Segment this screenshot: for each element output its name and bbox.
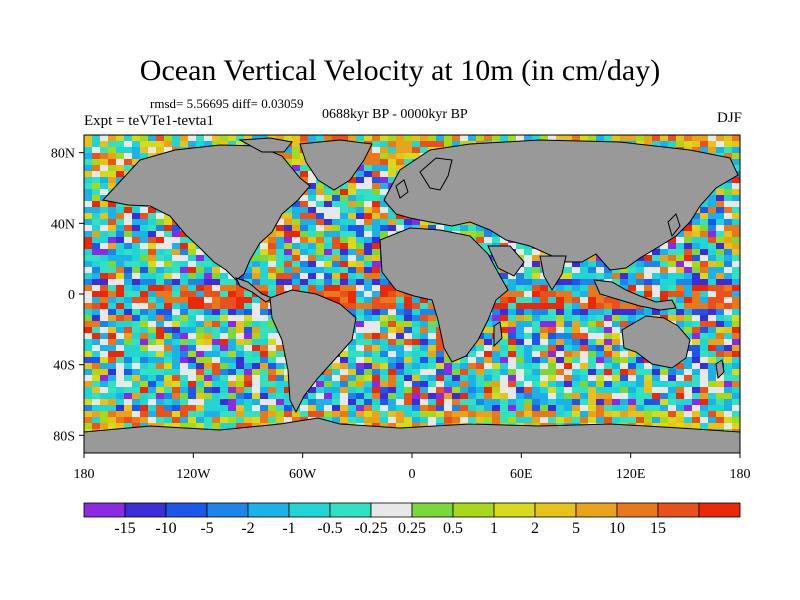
land-scandinavia xyxy=(419,157,453,191)
colorbar-swatch xyxy=(575,502,618,518)
colorbar-label: 15 xyxy=(650,520,666,537)
land-arctic-islands xyxy=(238,137,293,153)
colorbar-swatch xyxy=(616,502,659,518)
colorbar-label: -5 xyxy=(200,520,213,537)
land-north-america xyxy=(102,144,311,281)
land-india xyxy=(539,255,567,291)
y-tick-label: 80N xyxy=(51,147,75,162)
land-maritime-continent xyxy=(593,279,677,311)
land-japan xyxy=(667,213,681,238)
colorbar-label: 0.25 xyxy=(398,520,426,537)
colorbar: -15 -10 -5 -2 -1 -0.5 -0.25 0.25 0.5 1 2 5 10 15 xyxy=(83,502,741,537)
colorbar-swatch xyxy=(493,502,536,518)
colorbar-swatch xyxy=(657,502,700,518)
colorbar-label: 1 xyxy=(490,520,498,537)
axis-ticks: 180 120W 60W 0 60E 120E 180 80N 40N 0 40S 80S xyxy=(51,147,751,482)
land-australia xyxy=(621,315,691,369)
colorbar-swatch xyxy=(452,502,495,518)
x-tick-label: 60E xyxy=(510,467,533,482)
chart-title: Ocean Vertical Velocity at 10m (in cm/da… xyxy=(139,54,661,87)
colorbar-swatch xyxy=(124,502,167,518)
y-tick-label: 40S xyxy=(53,359,75,374)
colorbar-label: 10 xyxy=(609,520,625,537)
land-africa xyxy=(379,227,509,363)
colorbar-swatch xyxy=(83,502,126,518)
x-tick-label: 180 xyxy=(74,467,95,482)
season-label: DJF xyxy=(716,110,742,126)
land-greenland xyxy=(299,139,373,191)
y-tick-label: 40N xyxy=(51,217,75,232)
land-british-isles xyxy=(395,179,409,199)
map-area xyxy=(84,135,740,453)
land-south-america xyxy=(269,289,357,414)
colorbar-swatch xyxy=(370,502,413,518)
y-tick-label: 0 xyxy=(68,288,75,303)
experiment-line: Expt = teVTe1-tevta1 xyxy=(84,113,214,129)
period-line: 0688kyr BP - 0000kyr BP xyxy=(322,107,468,122)
x-tick-label: 120W xyxy=(176,467,211,482)
colorbar-label: -0.5 xyxy=(317,520,342,537)
x-tick-label: 120E xyxy=(616,467,646,482)
colorbar-label: 0.5 xyxy=(443,520,463,537)
colorbar-label: -15 xyxy=(114,520,135,537)
colorbar-swatch xyxy=(288,502,331,518)
stats-line: rmsd= 5.56695 diff= 0.03059 xyxy=(150,96,304,111)
y-tick-label: 80S xyxy=(53,429,75,444)
x-tick-label: 0 xyxy=(409,467,416,482)
land-arabia xyxy=(487,245,525,277)
colorbar-swatch xyxy=(247,502,290,518)
colorbar-label: 2 xyxy=(531,520,539,537)
colorbar-label: -10 xyxy=(155,520,176,537)
land-central-america xyxy=(235,277,274,303)
x-tick-label: 180 xyxy=(730,467,751,482)
x-tick-label: 60W xyxy=(289,467,317,482)
colorbar-swatch xyxy=(206,502,249,518)
land-masses xyxy=(84,137,740,453)
colorbar-swatch xyxy=(329,502,372,518)
colorbar-label: -2 xyxy=(241,520,254,537)
colorbar-swatch xyxy=(698,502,741,518)
colorbar-swatch xyxy=(165,502,208,518)
colorbar-label: 5 xyxy=(572,520,580,537)
land-eurasia xyxy=(383,139,739,271)
colorbar-swatch xyxy=(534,502,577,518)
colorbar-swatch xyxy=(411,502,454,518)
colorbar-label: -1 xyxy=(282,520,295,537)
land-antarctica xyxy=(84,417,740,453)
land-new-zealand xyxy=(715,359,725,380)
land-madagascar xyxy=(493,321,503,348)
colorbar-label: -0.25 xyxy=(354,520,387,537)
